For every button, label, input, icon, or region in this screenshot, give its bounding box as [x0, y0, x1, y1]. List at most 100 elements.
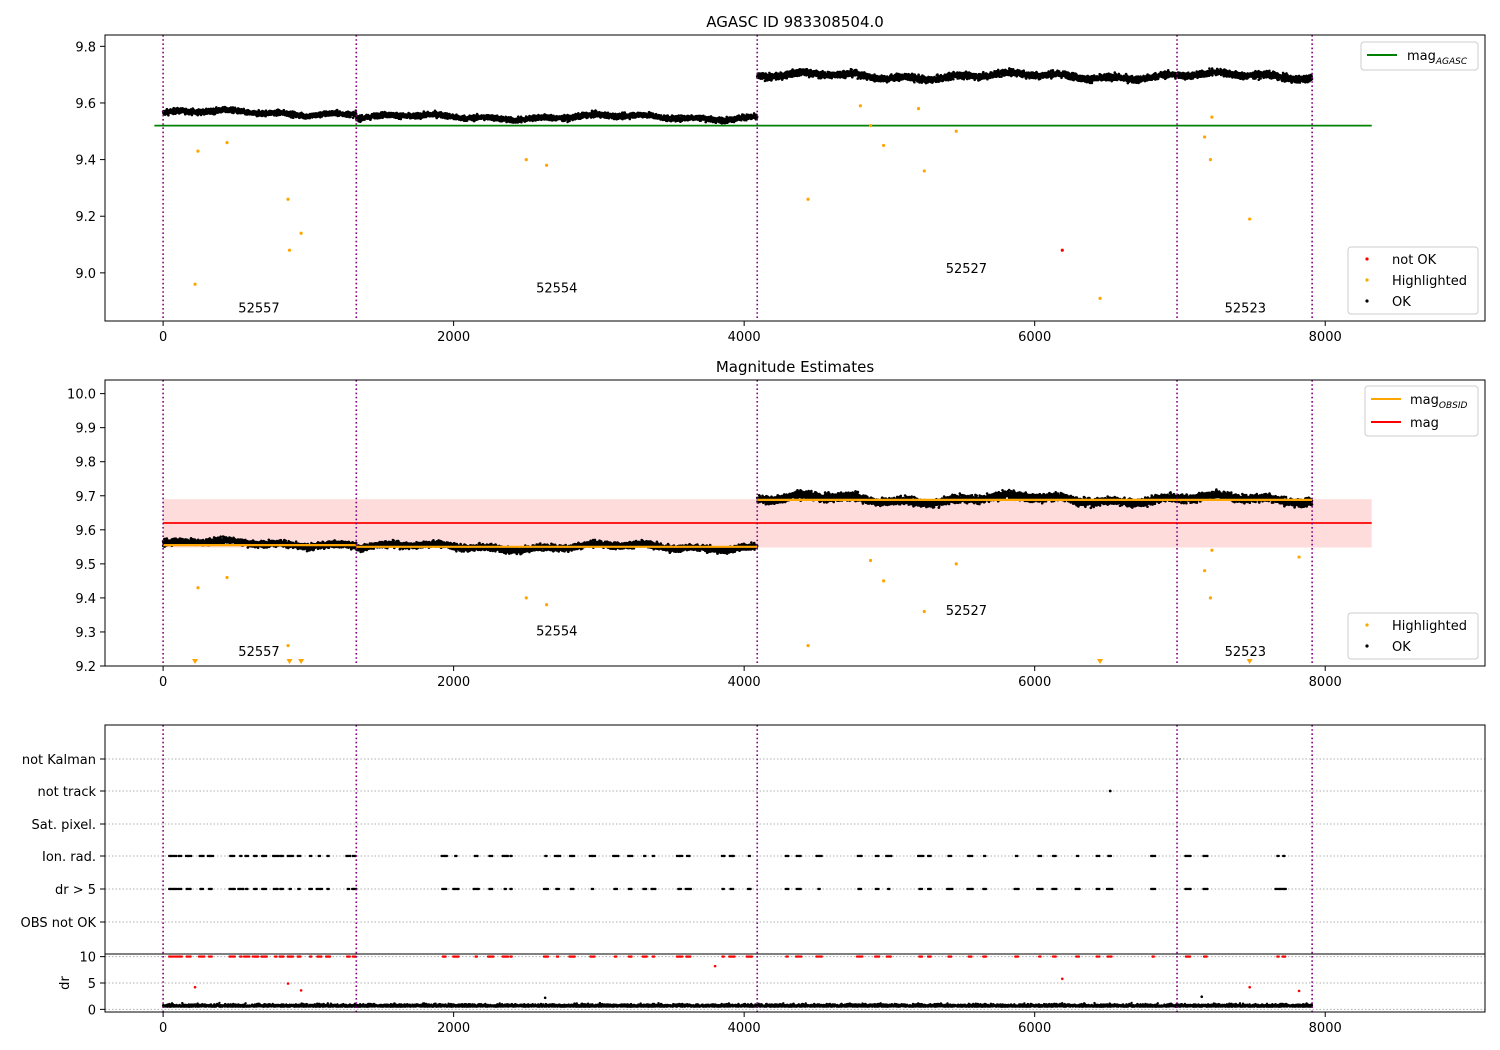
flag-row-label: OBS not OK — [21, 916, 97, 931]
obsid-label: 52527 — [946, 262, 987, 277]
dr-outlier — [299, 989, 303, 992]
highlighted-point — [1210, 115, 1214, 119]
x-tick-label: 4000 — [728, 675, 761, 690]
highlighted-point — [882, 579, 886, 583]
legend-label: magOBSID — [1410, 393, 1468, 411]
flag-row-label: Ion. rad. — [42, 850, 96, 865]
x-tick-label: 4000 — [728, 1021, 761, 1036]
x-tick-label: 2000 — [437, 1021, 470, 1036]
dr-tick-label: 10 — [79, 951, 96, 966]
highlighted-point — [286, 197, 290, 201]
obsid-label: 52557 — [238, 302, 279, 317]
legend-lower-box — [1347, 612, 1479, 660]
panel1-frame — [104, 34, 1486, 322]
flag-row-label: Sat. pixel. — [32, 818, 96, 833]
highlighted-point — [922, 169, 926, 173]
x-tick-label: 0 — [159, 330, 167, 345]
highlighted-point — [225, 141, 229, 145]
dr-tick-label: 5 — [88, 977, 96, 992]
y-tick-label: 9.2 — [75, 660, 96, 675]
dr-outlier — [286, 982, 290, 985]
agasc-magnitude-panel: AGASC ID 983308504.0 52557 52554 52527 5252… — [75, 13, 1486, 345]
x-tick-label: 0 — [159, 1021, 167, 1036]
highlighted-point — [1248, 217, 1252, 221]
highlighted-point — [524, 596, 528, 600]
y-tick-label: 9.0 — [75, 267, 96, 282]
not-track-marker — [1108, 789, 1112, 793]
legend-label: OK — [1392, 295, 1411, 310]
highlighted-point — [1210, 548, 1214, 552]
highlighted-point — [806, 197, 810, 201]
legend-marker — [1365, 644, 1369, 648]
y-tick-label: 9.7 — [75, 490, 96, 505]
flags-panel: not Kalman not track Sat. pixel. Ion. rad. d… — [21, 724, 1486, 1036]
panel3-frame — [104, 724, 1486, 1013]
obsid-label: 52523 — [1225, 302, 1266, 317]
y-tick-label: 9.9 — [75, 422, 96, 437]
y-tick-label: 9.5 — [75, 558, 96, 573]
y-tick-label: 9.8 — [75, 456, 96, 471]
highlighted-point — [545, 603, 549, 607]
highlighted-point — [196, 586, 200, 590]
legend-label: mag — [1410, 416, 1439, 431]
highlighted-point — [286, 643, 290, 648]
highlighted-point — [954, 562, 958, 566]
highlighted-point — [882, 143, 886, 148]
obsid-label: 52557 — [238, 645, 279, 660]
y-tick-label: 10.0 — [67, 388, 96, 403]
x-tick-label: 8000 — [1309, 675, 1342, 690]
highlighted-point — [196, 149, 200, 153]
clipped-marker — [1097, 659, 1104, 664]
dr-outlier — [1060, 977, 1064, 981]
legend-label: not OK — [1392, 253, 1437, 268]
highlighted-point — [1098, 296, 1102, 300]
legend-marker — [1365, 623, 1369, 627]
ok-points — [1175, 67, 1314, 84]
not-ok-point — [1060, 248, 1064, 252]
clipped-marker — [298, 659, 305, 664]
x-tick-label: 6000 — [1018, 1021, 1051, 1036]
y-tick-label: 9.8 — [75, 40, 96, 55]
highlighted-point — [868, 558, 873, 563]
highlighted-point — [1208, 157, 1213, 162]
highlighted-point — [858, 104, 862, 108]
ok-points — [355, 109, 759, 125]
x-tick-label: 4000 — [728, 330, 761, 345]
panel1-title: AGASC ID 983308504.0 — [706, 13, 884, 31]
obsid-label: 52527 — [946, 604, 987, 619]
flag-row-label: dr > 5 — [55, 883, 96, 898]
legend-label: magAGASC — [1407, 49, 1468, 67]
highlighted-point — [299, 231, 303, 235]
x-tick-label: 8000 — [1309, 330, 1342, 345]
highlighted-point — [1208, 596, 1213, 600]
highlighted-point — [916, 107, 921, 111]
x-tick-label: 0 — [159, 675, 167, 690]
clipped-marker — [192, 659, 199, 664]
highlighted-point — [868, 124, 873, 128]
highlighted-point — [524, 157, 528, 162]
legend-upper-box — [1360, 41, 1479, 71]
legend-marker — [1365, 299, 1369, 303]
legend-marker — [1365, 257, 1369, 261]
ok-points — [161, 105, 358, 120]
clipped-marker — [1246, 659, 1253, 664]
legend-label: Highlighted — [1392, 619, 1467, 634]
y-tick-label: 9.6 — [75, 97, 96, 112]
x-tick-label: 2000 — [437, 330, 470, 345]
dr-outlier — [543, 996, 547, 1000]
dr-outlier — [713, 964, 717, 968]
dr-tick-label: 0 — [88, 1003, 96, 1018]
y-tick-label: 9.3 — [75, 626, 96, 641]
ok-points — [755, 67, 1179, 85]
highlighted-point — [193, 282, 197, 286]
dr-points — [161, 1001, 1314, 1008]
y-tick-label: 9.4 — [75, 592, 96, 607]
legend-lower-box — [1347, 246, 1479, 315]
highlighted-point — [1203, 135, 1207, 139]
dr-outlier — [1297, 989, 1301, 993]
dr-outlier — [193, 985, 197, 989]
panel2-title: Magnitude Estimates — [716, 358, 874, 376]
not-kalman-marker — [1178, 758, 1181, 760]
magnitude-estimates-panel: Magnitude Estimates 52557 52554 52527 52523… — [67, 358, 1486, 690]
